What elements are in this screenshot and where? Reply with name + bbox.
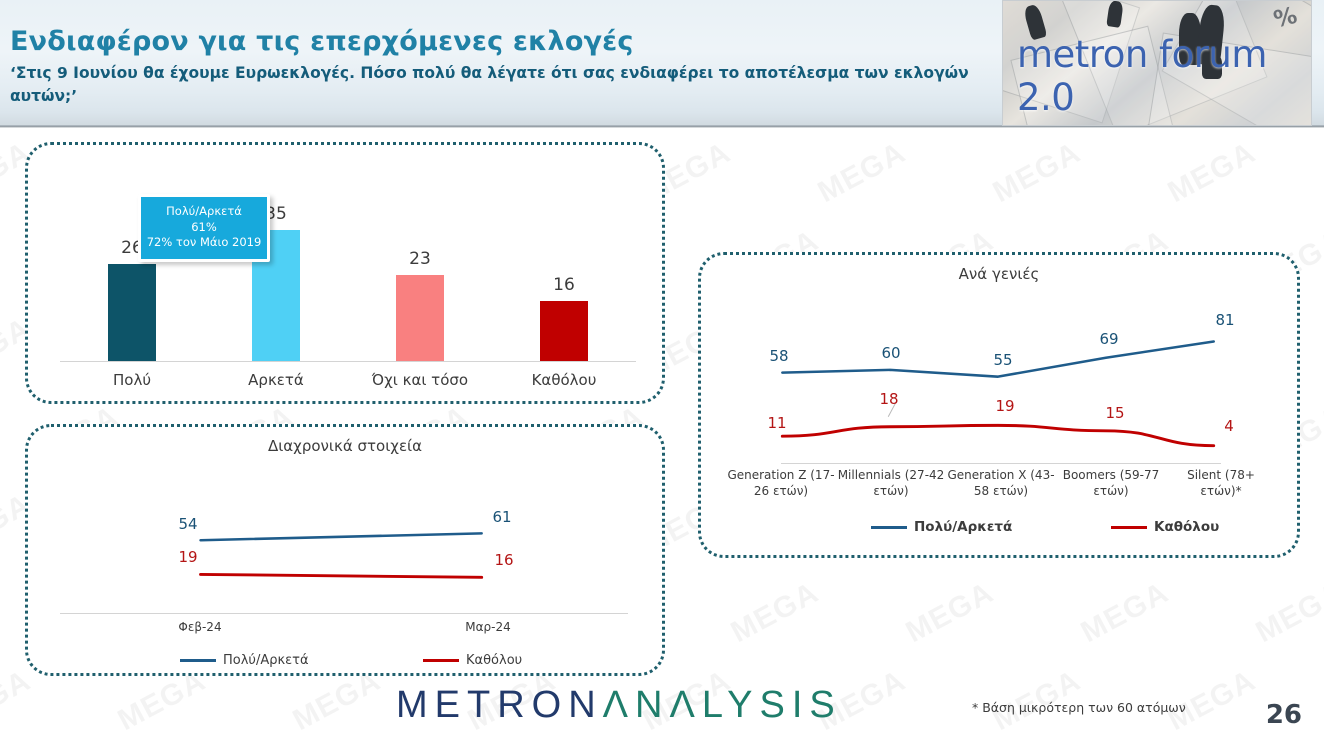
data-label-s1-1: 58: [769, 346, 789, 365]
trend-chart-plot: 54 61 19 16 Φεβ-24 Μαρ-24 Πολύ/Αρκετά Καθόλου: [28, 427, 662, 673]
series-line-2: [199, 572, 484, 579]
data-label-s2-3: 19: [995, 396, 1015, 415]
bar-chart-panel: 26 Πολύ 35 Αρκετά 23 Όχι και τόσο 16 Καθόλου Πο…: [25, 142, 665, 404]
series-line-1: [781, 340, 1215, 378]
bar-label-3: Όχι και τόσο: [371, 371, 469, 389]
legend-label-2: Καθόλου: [466, 653, 523, 668]
legend-item-2: Καθόλου: [423, 653, 522, 668]
watermark-text: MEGA: [901, 576, 1000, 650]
legend-item-1: Πολύ/Αρκετά: [871, 519, 1012, 535]
logo-metron-text: METRON: [396, 684, 603, 726]
page-title: Ενδιαφέρον για τις επερχόμενες εκλογές: [10, 26, 634, 57]
data-label-s2-4: 15: [1105, 404, 1125, 423]
x-axis-label-3: Generation X (43-58 ετών): [947, 468, 1055, 498]
watermark-text: MEGA: [813, 136, 912, 210]
bar-label-1: Πολύ: [112, 371, 151, 389]
watermark-text: MEGA: [988, 136, 1087, 210]
bar-value-3: 23: [409, 248, 431, 269]
bar-value-2: 35: [265, 203, 287, 224]
chart-baseline: [60, 613, 628, 614]
x-axis-label-4: Boomers (59-77 ετών): [1062, 468, 1160, 498]
watermark-text: MEGA: [726, 576, 825, 650]
bar-4: [540, 301, 588, 361]
generations-chart-plot: 58 60 55 69 81 11 18 19 15 4 Generation Z (17-26 ε…: [701, 255, 1297, 555]
data-label-s2-5: 4: [1224, 417, 1234, 436]
data-label-s1-2: 60: [881, 344, 901, 363]
logo-figure: [1202, 53, 1222, 79]
metron-forum-logo: % metron forum 2.0: [1002, 0, 1312, 126]
page-subtitle: ‘Στις 9 Ιουνίου θα έχουμε Ευρωεκλογές. Π…: [10, 64, 969, 105]
legend-label-2: Καθόλου: [1154, 519, 1220, 535]
bar-label-4: Καθόλου: [531, 371, 597, 389]
trend-chart-panel: Διαχρονικά στοιχεία 54 61 19 16 Φεβ-24 Μαρ-24…: [25, 424, 665, 676]
legend-swatch-1: [180, 659, 216, 662]
watermark-text: MEGA: [1076, 576, 1175, 650]
bar-baseline: [60, 361, 636, 362]
x-axis-label-1: Generation Z (17-26 ετών): [727, 468, 835, 498]
data-label-s2-1: 11: [767, 413, 787, 432]
series-line-2: [780, 423, 1216, 448]
metron-analysis-logo: METRONΛΝΛLYSIS: [396, 684, 842, 727]
bar-1: [108, 263, 156, 361]
chart-lines: [780, 340, 1216, 448]
trend-chart-title: Διαχρονικά στοιχεία: [267, 437, 423, 455]
page-number: 26: [1265, 700, 1302, 730]
legend-swatch-2: [1111, 525, 1147, 529]
callout-line-1: Πολύ/Αρκετά: [166, 204, 242, 218]
bar-3: [396, 274, 444, 361]
legend-label-1: Πολύ/Αρκετά: [223, 653, 309, 668]
x-axis-label-1: Φεβ-24: [178, 620, 222, 634]
footnote: * Βάση μικρότερη των 60 ατόμων: [972, 700, 1186, 715]
chart-baseline: [781, 463, 1221, 464]
bar-chart-plot: 26 Πολύ 35 Αρκετά 23 Όχι και τόσο 16 Καθόλου: [28, 145, 662, 401]
data-label-s1-3: 55: [993, 351, 1013, 370]
legend-item-1: Πολύ/Αρκετά: [180, 653, 309, 668]
x-axis-label-2: Μαρ-24: [465, 620, 511, 634]
logo-analysis-text: ΛΝΛLYSIS: [602, 684, 842, 726]
watermark-text: MEGA: [1251, 576, 1324, 650]
bar-value-1: 26: [121, 237, 143, 258]
data-label-s1-1: 54: [178, 515, 198, 533]
legend-label-1: Πολύ/Αρκετά: [914, 519, 1013, 535]
data-label-s1-2: 61: [492, 508, 512, 526]
watermark-text: MEGA: [0, 664, 36, 738]
series-line-1: [199, 532, 483, 542]
data-label-s2-2: 16: [494, 551, 514, 569]
chart-lines: [199, 532, 484, 579]
callout-line-3: 72% τον Μάιο 2019: [146, 235, 262, 249]
x-axis-label-2: Millennials (27-42 ετών): [837, 468, 945, 498]
legend-item-2: Καθόλου: [1111, 519, 1219, 535]
data-label-s2-1: 19: [178, 548, 198, 566]
logo-figure: [1179, 13, 1201, 65]
watermark-text: MEGA: [1163, 136, 1262, 210]
bar-label-2: Αρκετά: [248, 371, 304, 389]
data-label-s2-2: 18: [879, 390, 899, 409]
data-label-leader-line: [887, 401, 897, 417]
legend-swatch-2: [423, 659, 459, 662]
callout-line-2: 61%: [191, 219, 217, 234]
bar-value-4: 16: [553, 275, 575, 295]
generations-chart-panel: Ανά γενιές 58 60 55 69 81 11 18 19 15 4 Generation…: [698, 252, 1300, 558]
callout-box: Πολύ/Αρκετά 61% 72% τον Μάιο 2019: [138, 194, 270, 262]
metron-forum-logo-text: metron forum 2.0: [1017, 33, 1267, 119]
data-label-s1-4: 69: [1099, 329, 1119, 348]
legend-swatch-1: [871, 525, 907, 529]
x-axis-label-5: Silent (78+ ετών)*: [1187, 468, 1255, 498]
generations-chart-title: Ανά γενιές: [958, 265, 1040, 283]
data-label-s1-5: 81: [1215, 311, 1235, 330]
